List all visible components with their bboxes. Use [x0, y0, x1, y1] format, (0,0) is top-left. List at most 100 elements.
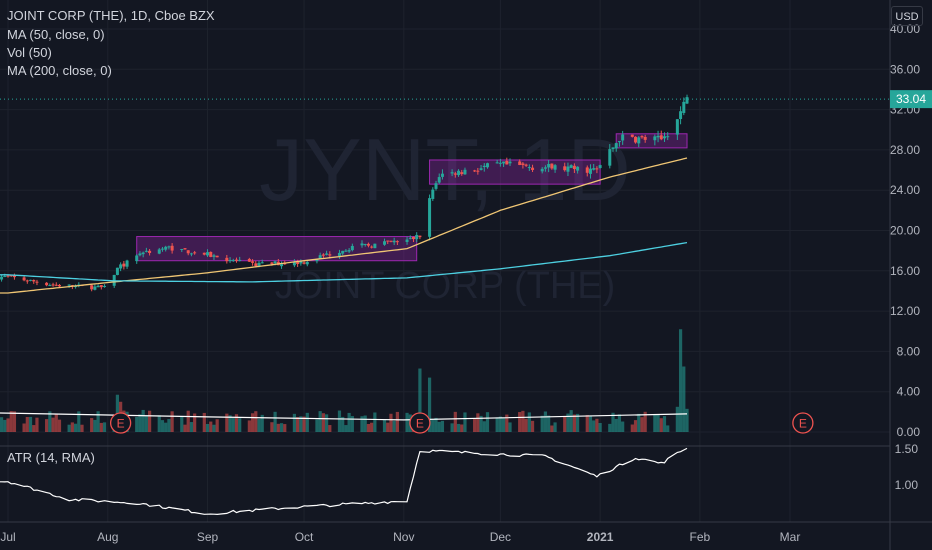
volume-legend[interactable]: Vol (50)	[7, 45, 52, 60]
volume-bar	[678, 329, 683, 432]
volume-bar	[141, 409, 145, 432]
candle-body	[138, 253, 142, 256]
candle-body	[611, 147, 615, 150]
volume-bar	[202, 412, 206, 432]
volume-bar	[9, 411, 13, 432]
candle-body	[373, 243, 377, 249]
ma50-legend[interactable]: MA (50, close, 0)	[7, 27, 105, 42]
atr-axis[interactable]: 1.50 1.00	[895, 442, 919, 492]
volume-bar	[341, 416, 345, 432]
candle-body	[148, 250, 152, 253]
volume-bar	[395, 411, 399, 432]
candle-body	[569, 165, 573, 168]
watermark: JYNT, 1D JOINT CORP (THE)	[259, 120, 631, 307]
time-axis[interactable]: Jul Aug Sep Oct Nov Dec 2021 Feb Mar	[0, 530, 800, 544]
candle-body	[48, 285, 52, 287]
volume-bar	[45, 419, 49, 432]
candle-body	[566, 166, 570, 172]
atr-tick-label: 1.50	[895, 442, 919, 456]
volume-bar	[80, 424, 84, 432]
volume-bar	[431, 419, 435, 432]
candle-body	[341, 250, 345, 254]
candle-body	[659, 135, 663, 140]
volume-bar	[77, 411, 81, 432]
volume-bar	[67, 424, 71, 432]
volume-bar	[518, 412, 522, 432]
candle-body	[392, 240, 396, 243]
volume-bar	[54, 414, 58, 432]
candle-body	[411, 236, 415, 240]
volume-ma-line	[0, 412, 688, 421]
candle-body	[415, 234, 419, 240]
volume-bar	[28, 416, 33, 432]
candle-body	[318, 255, 322, 259]
candle-body	[0, 276, 4, 280]
volume-bar	[228, 415, 232, 432]
earnings-marker[interactable]: E	[409, 412, 431, 434]
volume-bar	[296, 417, 300, 432]
volume-bar	[392, 420, 396, 432]
candle-body	[502, 161, 506, 164]
volume-bar	[167, 419, 171, 432]
candle-body	[643, 136, 647, 140]
volume-bar	[160, 420, 165, 432]
candlesticks	[0, 94, 689, 292]
candle-body	[257, 262, 261, 266]
earnings-circle	[409, 412, 431, 434]
candle-body	[621, 134, 625, 141]
consolidation-boxes	[136, 133, 688, 262]
time-tick-label: Aug	[97, 530, 118, 544]
volume-bar	[543, 411, 548, 432]
volume-bar	[456, 423, 461, 432]
symbol-legend[interactable]: JOINT CORP (THE), 1D, Cboe BZX	[7, 8, 215, 23]
price-tick-label: 4.00	[897, 385, 921, 399]
volume-bar	[505, 414, 509, 432]
candle-body	[350, 245, 354, 251]
volume-bar	[254, 411, 258, 432]
atr-legend[interactable]: ATR (14, RMA)	[7, 450, 95, 465]
volume-bar	[485, 412, 490, 432]
earnings-marker[interactable]: E	[109, 412, 132, 434]
candle-body	[498, 162, 502, 164]
volume-bar	[305, 412, 309, 432]
time-tick-label: Nov	[393, 530, 414, 544]
volume-bar	[147, 410, 152, 432]
candle-body	[495, 162, 499, 164]
volume-bar	[315, 419, 319, 432]
candle-body	[505, 160, 509, 165]
ma200-line	[0, 241, 688, 283]
volume-bar	[450, 423, 454, 432]
volume-bar	[621, 421, 625, 432]
currency-button[interactable]: USD	[891, 6, 923, 26]
candle-body	[637, 137, 641, 144]
candle-body	[405, 239, 409, 242]
volume-bar	[608, 423, 612, 432]
volume-bar	[170, 411, 174, 432]
ma200-legend[interactable]: MA (200, close, 0)	[7, 63, 112, 78]
volume-bar	[405, 412, 409, 432]
candle-body	[167, 246, 171, 248]
volume-bar	[434, 417, 438, 432]
candle-body	[518, 161, 522, 165]
volume-bar	[157, 415, 161, 432]
time-tick-label: Oct	[295, 530, 314, 544]
candle-body	[576, 166, 580, 171]
candle-body	[115, 267, 119, 275]
volume-bar	[360, 416, 364, 432]
candle-body	[550, 163, 554, 169]
price-tick-label: 24.00	[890, 183, 920, 197]
volume-bar	[270, 422, 274, 432]
candle-body	[135, 255, 139, 262]
candle-body	[653, 136, 657, 141]
candle-body	[408, 237, 412, 239]
candle-body	[96, 285, 100, 288]
earnings-marker[interactable]: E	[792, 412, 814, 434]
candle-body	[540, 168, 544, 172]
candle-body	[302, 262, 306, 264]
candle-body	[656, 135, 660, 138]
volume-bar	[276, 423, 280, 432]
candle-body	[640, 136, 644, 138]
candle-body	[180, 248, 184, 250]
